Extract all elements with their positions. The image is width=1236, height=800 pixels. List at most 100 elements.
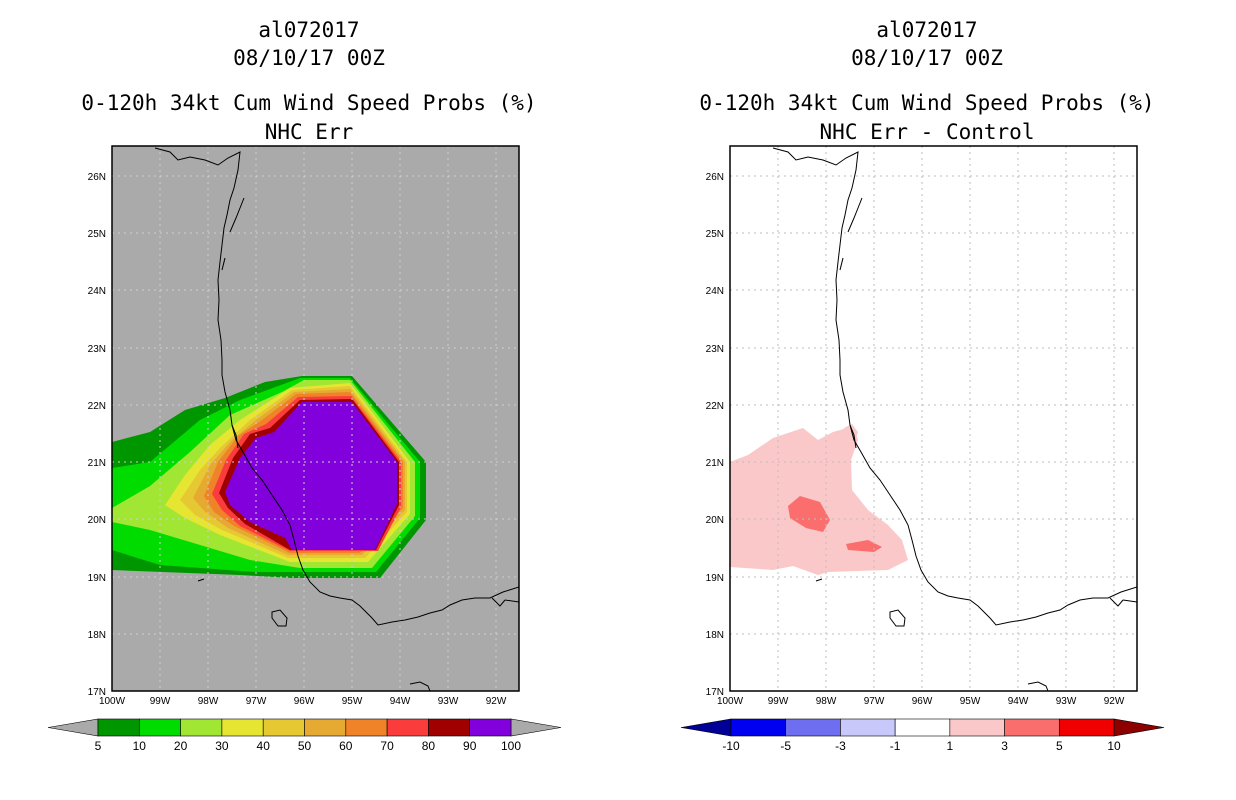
probability-contours: [112, 376, 426, 578]
lon-labels: 100W 99W 98W 97W 96W 95W 94W 93W 92W: [99, 696, 507, 707]
colorbar-swatch: [180, 718, 223, 737]
colorbar-label: 1: [947, 739, 954, 753]
colorbar-swatch: [304, 718, 347, 737]
lat-label: 17N: [706, 687, 724, 698]
subtitle: NHC Err - Control: [819, 120, 1035, 144]
storm-id: al072017: [258, 18, 360, 42]
contour-3-to-5-b: [846, 540, 882, 552]
datetime: 08/10/17 00Z: [851, 46, 1003, 70]
map-frame: [729, 145, 1138, 692]
lon-label: 92W: [486, 696, 507, 707]
coastline: [772, 147, 1137, 691]
colorbar-label: 20: [174, 739, 188, 753]
colorbar-arrow-right: [1113, 718, 1165, 737]
lat-label: 24N: [88, 286, 106, 297]
colorbar-label: 60: [339, 739, 353, 753]
panel-nhc-err-minus-control: al072017 08/10/17 00Z 0-120h 34kt Cum Wi…: [618, 0, 1236, 800]
colorbar-swatch: [386, 718, 429, 737]
lat-label: 23N: [706, 344, 724, 355]
coastline: [154, 147, 519, 691]
panel-nhc-err: al072017 08/10/17 00Z 0-120h 34kt Cum Wi…: [47, 18, 562, 753]
colorbar-label: 90: [463, 739, 477, 753]
colorbar-swatch: [139, 718, 181, 737]
colorbar-swatch: [428, 718, 470, 737]
contour-90: [225, 402, 397, 550]
lat-label: 25N: [706, 229, 724, 240]
colorbar-label: 3: [1001, 739, 1008, 753]
lon-label: 92W: [1104, 696, 1125, 707]
colorbar-label: 30: [215, 739, 229, 753]
lat-label: 21N: [706, 458, 724, 469]
lon-label: 99W: [150, 696, 171, 707]
colorbar-label: 80: [422, 739, 436, 753]
lat-label: 26N: [706, 172, 724, 183]
lon-label: 95W: [960, 696, 981, 707]
lon-label: 98W: [198, 696, 219, 707]
colorbar-label: 10: [133, 739, 147, 753]
product-title: 0-120h 34kt Cum Wind Speed Probs (%): [81, 91, 537, 115]
lon-label: 96W: [912, 696, 933, 707]
colorbar-swatch: [1004, 718, 1060, 737]
lat-label: 19N: [706, 573, 724, 584]
map-svg: 26N 25N 24N 23N 22N 21N 20N 19N 18N 17N …: [47, 145, 562, 753]
map-frame: [111, 145, 520, 692]
grid: [112, 146, 519, 691]
colorbar-label: 70: [380, 739, 394, 753]
colorbar-swatch: [785, 718, 841, 737]
subtitle: NHC Err: [264, 120, 354, 144]
lon-label: 98W: [816, 696, 837, 707]
lat-label: 25N: [88, 229, 106, 240]
colorbar-label: -3: [835, 739, 846, 753]
product-title: 0-120h 34kt Cum Wind Speed Probs (%): [699, 91, 1155, 115]
lat-label: 19N: [88, 573, 106, 584]
lon-label: 100W: [717, 696, 744, 707]
colorbar-swatch: [1058, 718, 1115, 737]
colorbar-label: 10: [1107, 739, 1121, 753]
lat-labels: 26N 25N 24N 23N 22N 21N 20N 19N 18N 17N: [88, 172, 106, 698]
lat-labels: 26N 25N 24N 23N 22N 21N 20N 19N 18N 17N: [706, 172, 724, 698]
lat-label: 18N: [88, 630, 106, 641]
lat-label: 17N: [88, 687, 106, 698]
colorbar-swatch: [894, 718, 951, 737]
storm-id: al072017: [876, 18, 978, 42]
lon-label: 94W: [390, 696, 411, 707]
colorbar-swatch: [949, 718, 1005, 737]
lon-label: 100W: [99, 696, 126, 707]
colorbar-swatch: [840, 718, 896, 737]
colorbar-swatch: [262, 718, 305, 737]
lon-label: 93W: [1056, 696, 1077, 707]
lon-label: 96W: [294, 696, 315, 707]
colorbar-swatch: [469, 718, 512, 737]
colorbar: 5 10 20 30 40 50 60 70 80 90 100: [47, 718, 562, 753]
lat-label: 26N: [88, 172, 106, 183]
lon-label: 93W: [438, 696, 459, 707]
lat-label: 22N: [706, 401, 724, 412]
lat-label: 23N: [88, 344, 106, 355]
lon-label: 97W: [864, 696, 885, 707]
contour-1-to-3: [730, 426, 908, 575]
lat-label: 18N: [706, 630, 724, 641]
colorbar-label: -5: [780, 739, 791, 753]
colorbar-label: -10: [722, 739, 740, 753]
colorbar-label: -1: [890, 739, 901, 753]
datetime: 08/10/17 00Z: [233, 46, 385, 70]
contour-3-to-5-a: [788, 496, 830, 532]
lon-label: 99W: [768, 696, 789, 707]
colorbar-arrow-left: [680, 718, 732, 737]
colorbar-swatch: [97, 718, 140, 737]
colorbar-label: 50: [298, 739, 312, 753]
grid: [730, 146, 1137, 691]
colorbar-label: 40: [257, 739, 271, 753]
colorbar-label: 100: [501, 739, 521, 753]
colorbar-swatch: [730, 718, 787, 737]
colorbar: -10 -5 -3 -1 1 3 5 10: [680, 718, 1165, 753]
lat-label: 21N: [88, 458, 106, 469]
colorbar-label: 5: [1056, 739, 1063, 753]
lat-label: 22N: [88, 401, 106, 412]
lat-label: 20N: [88, 515, 106, 526]
lat-label: 20N: [706, 515, 724, 526]
lon-label: 95W: [342, 696, 363, 707]
colorbar-swatch: [221, 718, 264, 737]
colorbar-label: 5: [95, 739, 102, 753]
lon-label: 97W: [246, 696, 267, 707]
